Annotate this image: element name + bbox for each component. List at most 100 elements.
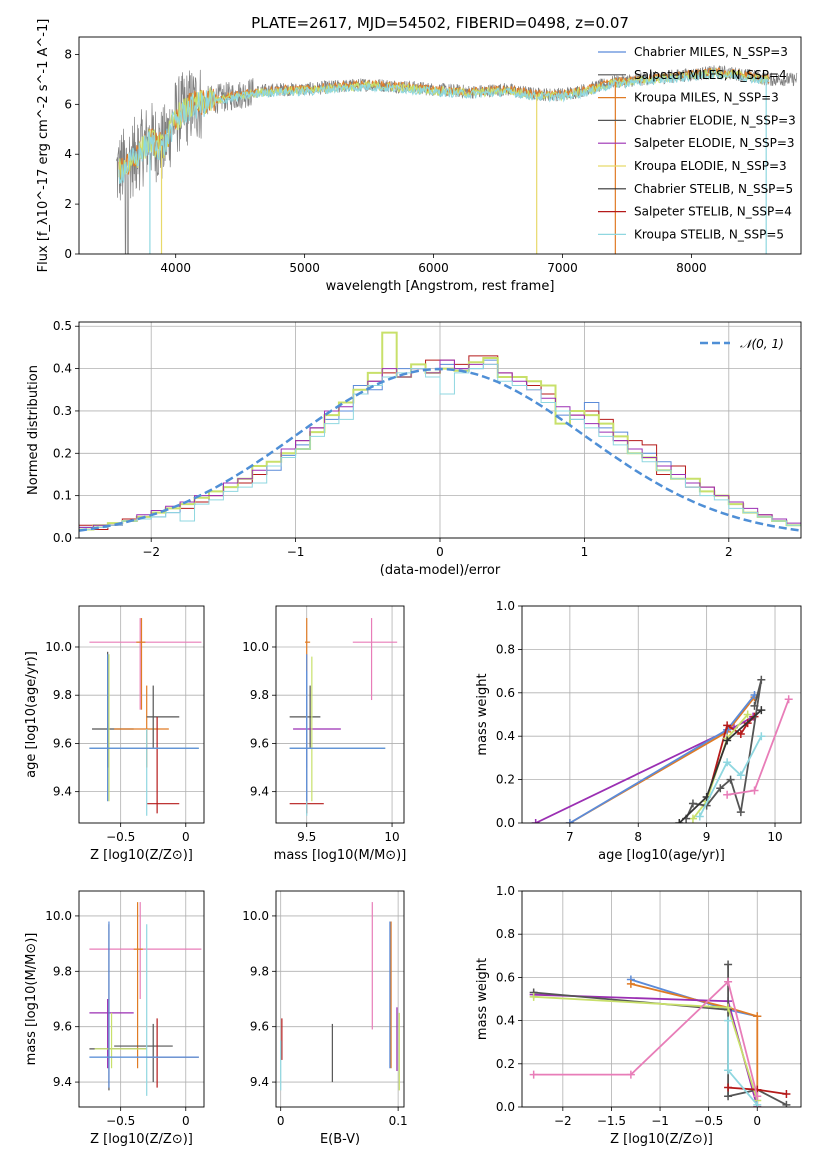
y-tick-label: 8 (64, 47, 72, 61)
age-vs-mass-frame (275, 605, 405, 824)
y-tick-label: 0.0 (53, 531, 72, 545)
legend-entry: Salpeter MILES, N_SSP=4 (634, 68, 787, 82)
legend-entry: Chabrier ELODIE, N_SSP=3 (634, 113, 796, 127)
y-tick-label: 9.4 (53, 1075, 72, 1089)
legend-entry: Kroupa STELIB, N_SSP=5 (634, 227, 784, 241)
weight-point-marker (726, 775, 735, 784)
x-tick-label: −0.5 (106, 1114, 135, 1128)
weight-point-marker (753, 1100, 762, 1107)
weight-point-marker (626, 979, 635, 988)
y-tick-label: 2 (64, 197, 72, 211)
y-tick-label: 0 (64, 247, 72, 261)
legend-entry: Kroupa ELODIE, N_SSP=3 (634, 159, 787, 173)
normal-reference-curve (79, 367, 801, 532)
y-tick-label: 0.4 (496, 729, 515, 743)
x-axis-label: Z [log10(Z/Z⊙)] (610, 1132, 713, 1147)
y-tick-label: 0.8 (496, 927, 515, 941)
y-axis-label: Flux [f_λ10^-17 erg cm^-2 s^-1 A^-1] (36, 19, 51, 273)
y-tick-label: 0.6 (496, 686, 515, 700)
weight-point-marker (782, 1090, 791, 1099)
x-tick-label: 0 (182, 830, 190, 844)
y-tick-label: 10.0 (242, 909, 269, 923)
weight-point-marker (723, 736, 732, 745)
y-tick-label: 0.4 (496, 1014, 515, 1028)
figure-title: PLATE=2617, MJD=54502, FIBERID=0498, z=0… (251, 14, 629, 32)
weight-point-marker (724, 977, 733, 986)
x-axis-label: E(B-V) (320, 1132, 360, 1147)
y-axis-label: Normed distribution (26, 365, 41, 495)
y-tick-label: 9.8 (250, 964, 269, 978)
weight-point-marker (757, 732, 766, 741)
y-tick-label: 9.6 (53, 1020, 72, 1034)
age-vs-mass-marks (289, 618, 398, 816)
y-tick-label: 0.8 (496, 642, 515, 656)
weight-point-marker (784, 695, 793, 704)
mass-weight-vs-metallicity-panel: −2 −1.5 −1 −0.5 0 0.0 0.2 0.4 0.6 0.8 1.0 Z [log10(… (475, 884, 802, 1147)
weight-point-marker (736, 771, 745, 780)
y-tick-label: 4 (64, 147, 72, 161)
weight-series-line (533, 979, 759, 1097)
legend-entry: Salpeter STELIB, N_SSP=4 (634, 205, 792, 219)
age-vs-metallicity-panel: −0.5 0 9.4 9.6 9.8 10.0 Z [log10(Z/Z⊙)] age [lo… (24, 605, 205, 863)
weight-series-line (678, 709, 762, 823)
y-tick-label: 9.8 (53, 688, 72, 702)
weight-series-line (698, 735, 763, 817)
y-axis-label: mass [log10(M/M⊙)] (24, 933, 39, 1066)
legend-entry: 𝒩(0, 1) (740, 337, 784, 351)
x-tick-label: 6000 (418, 261, 449, 275)
spectrum-frame (78, 36, 802, 255)
weight-point-marker (531, 819, 540, 823)
x-tick-label: 8 (634, 830, 642, 844)
y-tick-label: 0.0 (496, 816, 515, 830)
x-tick-label: −0.5 (106, 830, 135, 844)
legend-entry: Chabrier MILES, N_SSP=3 (634, 45, 788, 59)
mass-weight-vs-age-panel: 7 8 9 10 0.0 0.2 0.4 0.6 0.8 1.0 age [log10(age/yr… (475, 599, 802, 863)
y-tick-label: 10.0 (242, 640, 269, 654)
x-tick-label: −2 (142, 545, 160, 559)
x-tick-label: −1 (651, 1114, 669, 1128)
y-axis-label: mass weight (475, 958, 490, 1040)
y-tick-label: 9.4 (53, 785, 72, 799)
x-tick-label: 8000 (676, 261, 707, 275)
y-tick-label: 9.6 (53, 736, 72, 750)
y-tick-label: 9.4 (250, 785, 269, 799)
y-tick-label: 10.0 (45, 640, 72, 654)
model-spectrum-line (118, 68, 770, 185)
x-tick-label: 10 (767, 830, 782, 844)
mass-weight-vs-age-marks (531, 675, 793, 823)
weight-point-marker (723, 758, 732, 767)
y-tick-label: 0.6 (496, 970, 515, 984)
age-vs-mass-panel: 9.5 10 9.4 9.6 9.8 10.0 mass [log10(M/M⊙)] (242, 605, 406, 863)
weight-point-marker (753, 1012, 762, 1021)
y-tick-label: 0.1 (53, 489, 72, 503)
legend-entry: Salpeter ELODIE, N_SSP=3 (634, 136, 795, 150)
y-tick-label: 9.8 (53, 964, 72, 978)
x-axis-label: Z [log10(Z/Z⊙)] (90, 1132, 193, 1147)
mass-vs-metallicity-frame (78, 890, 205, 1108)
mass-weight-vs-metallicity-frame (521, 890, 802, 1108)
weight-point-marker (565, 819, 574, 823)
x-tick-label: −1 (287, 545, 305, 559)
y-tick-label: 0.2 (53, 446, 72, 460)
x-tick-label: −1.5 (597, 1114, 626, 1128)
y-tick-label: 6 (64, 97, 72, 111)
weight-point-marker (724, 1092, 733, 1101)
weight-point-marker (743, 710, 752, 719)
y-tick-label: 1.0 (496, 884, 515, 898)
age-vs-metallicity-frame (78, 605, 205, 824)
histogram-series (79, 359, 801, 528)
mass-vs-extinction-frame (275, 890, 405, 1108)
weight-point-marker (736, 730, 745, 739)
y-tick-label: 0.0 (496, 1100, 515, 1114)
y-tick-label: 0.4 (53, 362, 72, 376)
mass-vs-extinction-marks (280, 902, 400, 1091)
x-tick-label: 0 (182, 1114, 190, 1128)
y-tick-label: 0.3 (53, 404, 72, 418)
x-tick-label: −0.5 (694, 1114, 723, 1128)
x-tick-label: 5000 (289, 261, 320, 275)
x-tick-label: 0 (436, 545, 444, 559)
weight-series-line (630, 983, 759, 1107)
weight-point-marker (750, 701, 759, 710)
